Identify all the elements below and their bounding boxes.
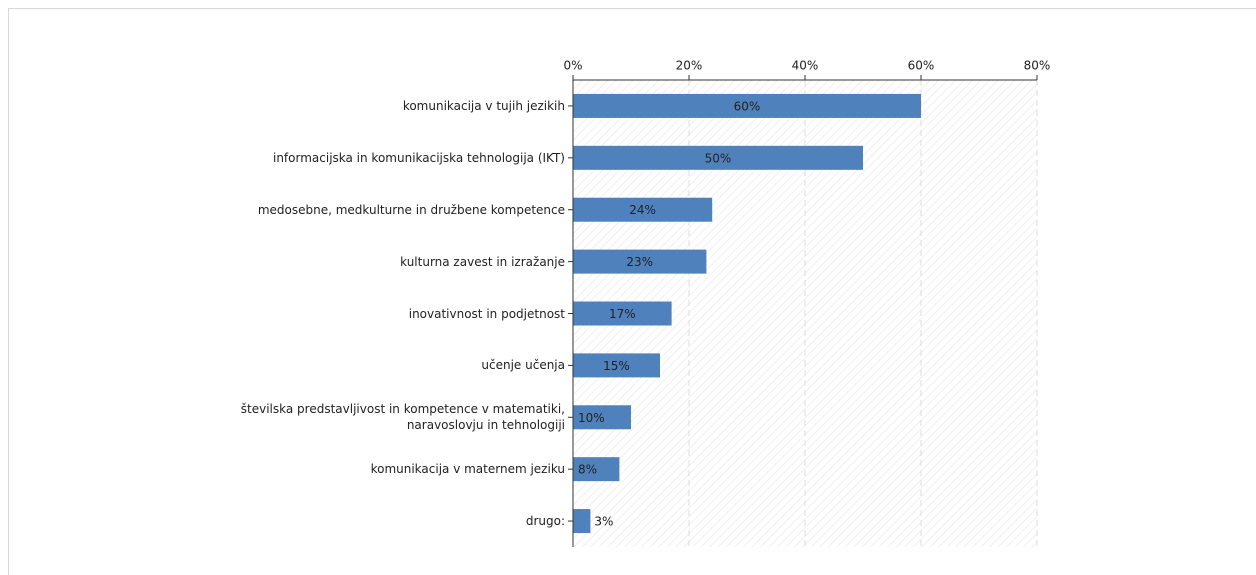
x-tick-label: 40% — [792, 59, 819, 73]
value-label: 17% — [609, 307, 636, 321]
bar — [573, 301, 672, 326]
bar — [573, 405, 631, 430]
y-tick-label: drugo: — [525, 514, 565, 529]
bar — [573, 353, 660, 378]
y-tick-label: informacijska in komunikacijska tehnolog… — [272, 150, 565, 165]
x-tick-label: 20% — [676, 59, 703, 73]
bar — [573, 145, 863, 170]
bar — [573, 93, 921, 118]
y-tick-label: komunikacija v tujih jezikih — [402, 98, 565, 113]
y-tick-label: medosebne, medkulturne in družbene kompe… — [257, 202, 565, 217]
value-label: 23% — [626, 255, 653, 269]
value-label: 3% — [594, 515, 613, 529]
bar — [573, 457, 620, 482]
value-label: 24% — [629, 203, 656, 217]
bar — [573, 509, 591, 534]
value-label: 8% — [578, 463, 597, 477]
value-label: 50% — [705, 151, 732, 165]
bar — [573, 197, 713, 222]
y-tick-label: učenje učenja — [481, 358, 565, 373]
x-tick-label: 60% — [908, 59, 935, 73]
value-label: 15% — [603, 359, 630, 373]
bar — [573, 249, 707, 274]
y-tick-label: številska predstavljivost in kompetence … — [240, 402, 565, 433]
y-tick-label: komunikacija v maternem jeziku — [370, 462, 565, 477]
x-tick-label: 0% — [563, 59, 582, 73]
value-label: 10% — [578, 411, 605, 425]
y-tick-label: kulturna zavest in izražanje — [400, 254, 565, 269]
frame — [8, 8, 1256, 575]
y-tick-label: inovativnost in podjetnost — [408, 306, 565, 321]
x-tick-label: 80% — [1024, 59, 1051, 73]
value-label: 60% — [734, 99, 761, 113]
